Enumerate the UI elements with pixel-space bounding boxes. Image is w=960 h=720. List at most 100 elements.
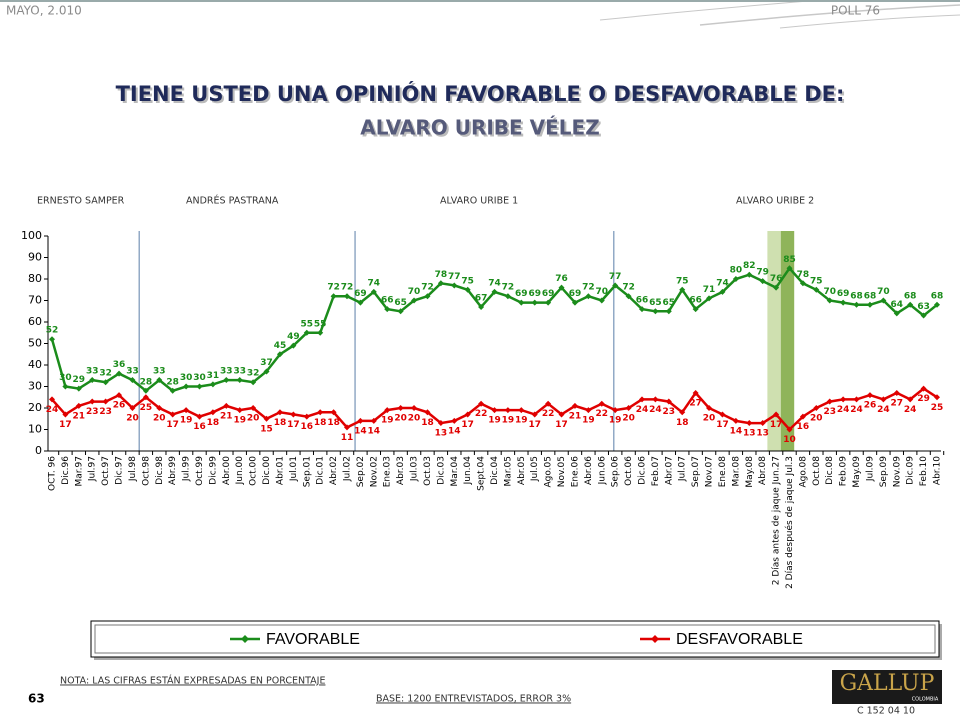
data-label: 69 bbox=[837, 289, 850, 299]
data-label: 75 bbox=[676, 276, 689, 286]
x-tick-label: Abr.00 bbox=[222, 456, 232, 485]
point bbox=[558, 411, 565, 418]
x-tick-label: Jul.99 bbox=[182, 456, 192, 482]
data-label: 22 bbox=[596, 409, 609, 419]
point bbox=[719, 411, 726, 418]
x-tick-label: Dic.01 bbox=[316, 456, 326, 485]
data-label: 69 bbox=[569, 289, 582, 299]
point bbox=[129, 405, 136, 411]
point bbox=[397, 405, 404, 411]
point bbox=[223, 377, 230, 384]
point bbox=[89, 398, 96, 405]
x-tick-label: Abr.05 bbox=[517, 456, 527, 485]
point bbox=[934, 301, 940, 308]
data-label: 71 bbox=[703, 285, 716, 295]
point bbox=[290, 342, 297, 349]
point bbox=[183, 383, 190, 390]
data-label: 72 bbox=[341, 283, 354, 293]
x-tick-label: Dic.06 bbox=[638, 456, 648, 485]
data-label: 28 bbox=[166, 377, 179, 387]
point bbox=[276, 409, 283, 416]
x-tick-label: Ago.05 bbox=[544, 456, 554, 488]
logo-box bbox=[832, 670, 942, 704]
data-label: 17 bbox=[528, 420, 541, 430]
data-label: 24 bbox=[636, 405, 649, 415]
data-label: 18 bbox=[274, 418, 287, 428]
point bbox=[209, 409, 216, 416]
data-label: 33 bbox=[220, 367, 233, 377]
x-tick-label: Abr.07 bbox=[664, 456, 674, 485]
data-label: 69 bbox=[515, 289, 528, 299]
data-label: 72 bbox=[582, 283, 595, 293]
data-label: 69 bbox=[542, 289, 555, 299]
data-label: 20 bbox=[408, 414, 421, 424]
point bbox=[116, 370, 123, 377]
data-label: 68 bbox=[904, 291, 917, 301]
x-tick-label: Abr.10 bbox=[933, 456, 943, 485]
data-label: 16 bbox=[797, 422, 810, 432]
x-tick-label: May.08 bbox=[745, 456, 755, 488]
data-label: 78 bbox=[797, 270, 810, 280]
x-tick-label: Sept.04 bbox=[477, 456, 487, 491]
data-label: 24 bbox=[904, 405, 917, 415]
data-label: 19 bbox=[609, 416, 622, 426]
data-label: 69 bbox=[528, 289, 541, 299]
point bbox=[75, 385, 82, 392]
x-tick-label: Dic.03 bbox=[436, 456, 446, 485]
point bbox=[799, 280, 806, 287]
x-tick-label: Jul.03 bbox=[410, 456, 420, 482]
x-tick-label: Sep.07 bbox=[691, 456, 701, 487]
x-tick-label: Oct.98 bbox=[141, 456, 151, 486]
legend-box bbox=[90, 620, 940, 658]
x-tick-label: Jul.07 bbox=[678, 456, 688, 482]
data-label: 30 bbox=[180, 373, 193, 383]
data-label: 27 bbox=[689, 398, 702, 408]
x-tick-label: May.09 bbox=[852, 456, 862, 488]
x-tick-label: Nov.05 bbox=[557, 456, 567, 487]
x-tick-label: Mar.04 bbox=[450, 456, 460, 487]
data-label: 17 bbox=[461, 420, 474, 430]
data-label: 19 bbox=[381, 416, 394, 426]
data-label: 20 bbox=[810, 414, 823, 424]
point bbox=[866, 301, 873, 308]
top-rule bbox=[0, 0, 960, 2]
point bbox=[920, 312, 927, 319]
point bbox=[62, 411, 69, 418]
date: MAYO, 2.010 bbox=[6, 4, 82, 18]
point bbox=[531, 299, 538, 306]
x-tick-label: Dic.04 bbox=[490, 456, 500, 485]
point bbox=[759, 420, 766, 427]
data-label: 72 bbox=[502, 283, 515, 293]
period-label: ALVARO URIBE 1 bbox=[440, 196, 518, 207]
x-tick-label: Abr.99 bbox=[168, 456, 178, 485]
data-label: 32 bbox=[247, 369, 260, 379]
point bbox=[531, 411, 538, 418]
data-label: 18 bbox=[207, 418, 220, 428]
data-label: 18 bbox=[314, 418, 327, 428]
point bbox=[813, 286, 820, 293]
data-label: 63 bbox=[917, 302, 930, 312]
data-label: 14 bbox=[354, 426, 367, 436]
x-tick-label: Abr.01 bbox=[275, 456, 285, 485]
data-label: 22 bbox=[542, 409, 555, 419]
data-label: 78 bbox=[435, 270, 448, 280]
point bbox=[826, 297, 833, 304]
legend-inner bbox=[94, 624, 936, 654]
point bbox=[893, 310, 900, 317]
point bbox=[384, 306, 391, 313]
data-label: 66 bbox=[381, 296, 394, 306]
point bbox=[840, 299, 847, 306]
point bbox=[478, 400, 485, 407]
data-label: 19 bbox=[582, 416, 595, 426]
data-label: 33 bbox=[153, 367, 166, 377]
data-label: 24 bbox=[877, 405, 890, 415]
data-label: 33 bbox=[126, 367, 139, 377]
point bbox=[464, 411, 471, 418]
data-label: 66 bbox=[636, 296, 649, 306]
x-tick-label: Ene.08 bbox=[718, 456, 728, 488]
data-label: 13 bbox=[756, 429, 769, 439]
point bbox=[75, 402, 82, 409]
point bbox=[907, 301, 914, 308]
data-label: 37 bbox=[260, 358, 273, 368]
point bbox=[746, 271, 753, 278]
